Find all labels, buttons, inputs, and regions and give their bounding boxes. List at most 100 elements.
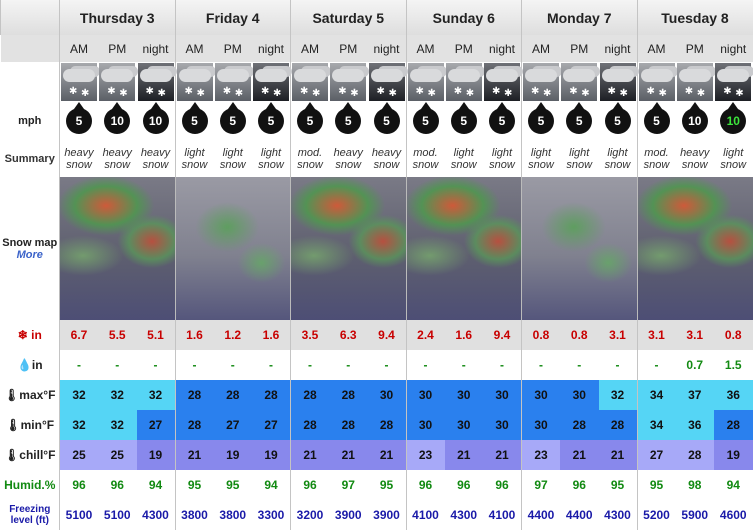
wind-arrow-icon: 5 [604, 102, 631, 134]
snow-map-image[interactable] [59, 177, 175, 320]
humidity-value: 95 [213, 470, 252, 500]
freezing-level-value: 4600 [714, 500, 753, 530]
wind-cell: 5 [521, 102, 560, 140]
max-label-cell: 🌡max°F [0, 380, 60, 410]
max-temp-value: 30 [405, 380, 445, 410]
weather-icon-cell: ✱ ✱ [598, 62, 637, 102]
day-header[interactable]: Friday 4 [174, 0, 291, 35]
humidity-value: 95 [598, 470, 637, 500]
wind-arrow-icon: 5 [258, 102, 284, 134]
snow-map-label: Snow map [2, 236, 58, 249]
wind-arrow-icon: 10 [142, 102, 169, 134]
snowflake-icon: ✱ [338, 86, 347, 97]
weather-icon-cell: ✱ ✱ [636, 62, 676, 102]
day-header[interactable]: Saturday 5 [290, 0, 406, 35]
day-header[interactable]: Sunday 6 [405, 0, 522, 35]
snow-cloud-icon: ✱ ✱ [676, 63, 713, 101]
snow-map-overlay [406, 177, 521, 320]
freezing-level-value: 3900 [329, 500, 368, 530]
snowflake-icon: ✱ [465, 88, 475, 99]
summary-intensity: light [184, 146, 205, 159]
cloud-shape [640, 69, 673, 82]
snowflake-icon: ✱ [723, 86, 732, 97]
summary-cell: mod. snow [636, 140, 676, 177]
summary-cell: light snow [714, 140, 753, 177]
freezing-level-value: 5900 [675, 500, 714, 530]
weather-icon-cell: ✱ ✱ [213, 62, 252, 102]
period-label: PM [444, 35, 483, 62]
snow-map-image[interactable] [174, 177, 291, 320]
snow-cloud-icon: ✱ ✱ [61, 63, 97, 101]
more-link[interactable]: More [16, 248, 43, 261]
freezing-level-value: 4300 [598, 500, 637, 530]
humidity-value: 96 [444, 470, 483, 500]
snow-map-image[interactable] [636, 177, 753, 320]
cloud-shape [525, 69, 557, 82]
humidity-value: 96 [290, 470, 329, 500]
snowflake-icon: ✱ [184, 86, 193, 97]
rain-amount: - [367, 350, 406, 380]
snowflake-icon: ✱ [607, 86, 616, 97]
min-temp-value: 32 [59, 410, 98, 440]
snow-map-image[interactable] [405, 177, 522, 320]
humidity-value: 98 [675, 470, 714, 500]
snow-cloud-icon: ✱ ✱ [599, 63, 636, 101]
cloud-shape [370, 69, 403, 82]
day-header[interactable]: Tuesday 8 [636, 0, 753, 35]
cloud-shape [601, 69, 634, 82]
max-temp-value: 32 [598, 380, 637, 410]
rain-amount: - [598, 350, 637, 380]
corner-cell [0, 0, 60, 35]
summary-cell: light snow [252, 140, 291, 177]
max-temp-value: 28 [329, 380, 368, 410]
max-temp-value: 32 [98, 380, 137, 410]
snow-label-cell: ❄ in [0, 320, 60, 350]
wind-cell: 10 [136, 102, 175, 140]
chill-temp-value: 21 [560, 440, 599, 470]
summary-intensity: light [723, 146, 744, 159]
humidity-value: 97 [329, 470, 368, 500]
snow-amount: 0.8 [560, 320, 599, 350]
wind-arrow-icon: 5 [412, 102, 439, 134]
summary-cell: light snow [521, 140, 560, 177]
summary-intensity: light [530, 146, 552, 159]
period-label: night [136, 35, 175, 62]
snowflake-icon: ❄ [17, 328, 32, 342]
snow-cloud-icon: ✱ ✱ [99, 63, 136, 101]
min-temp-value: 30 [405, 410, 445, 440]
period-label: PM [213, 35, 252, 62]
freezing-level-value: 4400 [560, 500, 599, 530]
snowflake-icon: ✱ [196, 88, 205, 99]
snow-map-image[interactable] [521, 177, 637, 320]
rain-amount: - [59, 350, 98, 380]
weather-icon-cell: ✱ ✱ [521, 62, 560, 102]
summary-type: snow [412, 158, 439, 171]
snow-map-overlay [60, 177, 175, 320]
cloud-shape [486, 69, 518, 82]
summary-intensity: light [222, 146, 243, 159]
snowflake-icon: ✱ [453, 86, 463, 97]
period-label: night [367, 35, 406, 62]
snow-amount: 1.6 [444, 320, 483, 350]
snow-cloud-icon: ✱ ✱ [484, 63, 520, 101]
min-temp-value: 36 [675, 410, 714, 440]
max-temp-value: 28 [290, 380, 329, 410]
wind-arrow-icon: 5 [373, 102, 400, 134]
snow-map-image[interactable] [290, 177, 406, 320]
summary-intensity: light [569, 146, 590, 159]
cloud-shape [294, 69, 326, 82]
snow-amount: 9.4 [483, 320, 522, 350]
summary-intensity: mod. [413, 146, 438, 159]
day-header[interactable]: Monday 7 [521, 0, 637, 35]
humidity-value: 97 [521, 470, 560, 500]
summary-intensity: mod. [297, 146, 323, 159]
freezing-level-value: 4400 [521, 500, 560, 530]
min-temp-value: 28 [367, 410, 406, 440]
humidity-value: 96 [98, 470, 137, 500]
weather-icon-cell: ✱ ✱ [675, 62, 714, 102]
snowflake-icon: ✱ [350, 88, 359, 99]
max-temp-value: 28 [213, 380, 252, 410]
snowflake-icon: ✱ [261, 86, 270, 97]
day-header[interactable]: Thursday 3 [59, 0, 175, 35]
